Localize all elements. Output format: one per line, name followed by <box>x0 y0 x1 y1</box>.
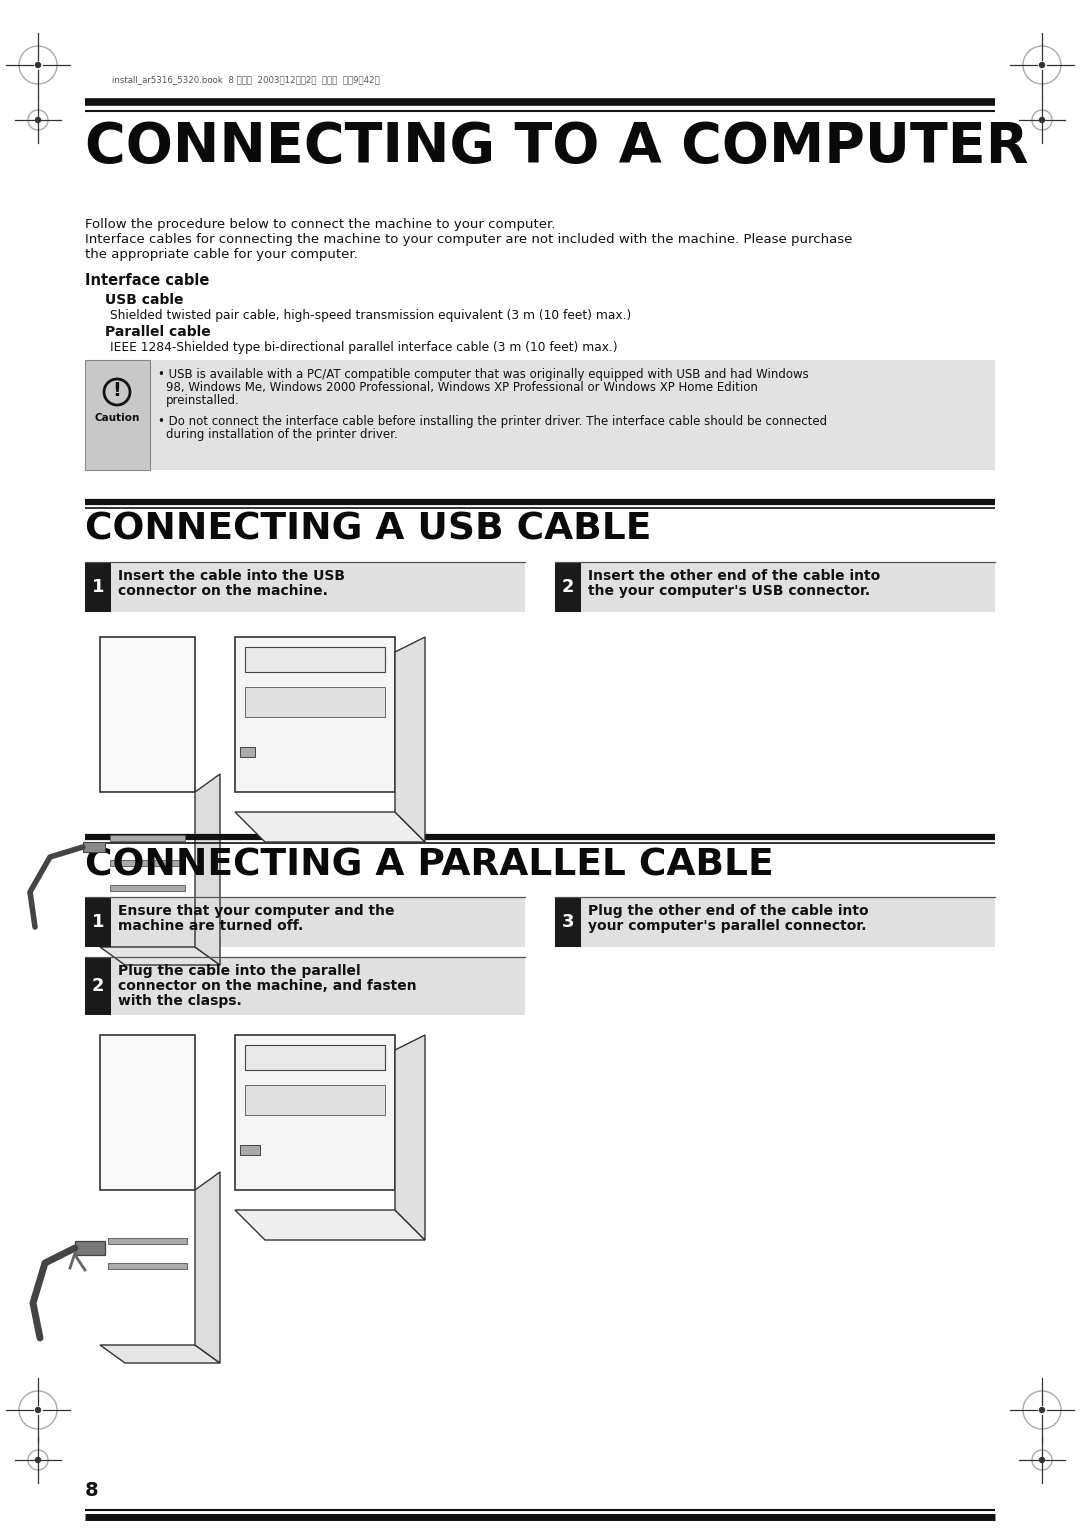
Bar <box>85 957 525 1015</box>
Text: during installation of the printer driver.: during installation of the printer drive… <box>166 428 397 442</box>
Text: Plug the other end of the cable into: Plug the other end of the cable into <box>588 905 868 918</box>
Bar <box>85 957 111 1015</box>
Text: 1: 1 <box>92 578 105 596</box>
Text: your computer's parallel connector.: your computer's parallel connector. <box>588 918 866 934</box>
Bar <box>245 646 384 672</box>
Text: Follow the procedure below to connect the machine to your computer.: Follow the procedure below to connect th… <box>85 219 555 231</box>
Bar <box>108 1238 187 1244</box>
Text: 8: 8 <box>85 1481 98 1499</box>
Bar <box>555 897 581 947</box>
Bar <box>85 361 995 471</box>
Text: connector on the machine, and fasten: connector on the machine, and fasten <box>118 979 417 993</box>
Text: IEEE 1284-Shielded type bi-directional parallel interface cable (3 m (10 feet) m: IEEE 1284-Shielded type bi-directional p… <box>110 341 618 354</box>
Bar <box>85 562 525 613</box>
Bar <box>100 1034 195 1190</box>
Text: Ensure that your computer and the: Ensure that your computer and the <box>118 905 394 918</box>
Bar <box>85 562 111 613</box>
Text: CONNECTING A PARALLEL CABLE: CONNECTING A PARALLEL CABLE <box>85 847 773 883</box>
Text: Interface cables for connecting the machine to your computer are not included wi: Interface cables for connecting the mach… <box>85 232 852 246</box>
Bar <box>100 637 195 792</box>
Text: !: ! <box>112 382 121 400</box>
Circle shape <box>36 118 41 122</box>
Text: 98, Windows Me, Windows 2000 Professional, Windows XP Professional or Windows XP: 98, Windows Me, Windows 2000 Professiona… <box>166 380 758 394</box>
Circle shape <box>1039 1407 1044 1412</box>
Text: • USB is available with a PC/AT compatible computer that was originally equipped: • USB is available with a PC/AT compatib… <box>158 368 809 380</box>
Text: connector on the machine.: connector on the machine. <box>118 584 328 597</box>
Text: USB cable: USB cable <box>105 293 184 307</box>
Bar <box>245 688 384 717</box>
Bar <box>245 1085 384 1115</box>
Bar <box>110 885 185 891</box>
Circle shape <box>36 1407 41 1412</box>
Polygon shape <box>100 947 220 966</box>
Circle shape <box>1039 1458 1044 1462</box>
Polygon shape <box>235 1210 426 1241</box>
Text: CONNECTING TO A COMPUTER: CONNECTING TO A COMPUTER <box>85 121 1028 174</box>
Text: the your computer's USB connector.: the your computer's USB connector. <box>588 584 870 597</box>
Text: Insert the other end of the cable into: Insert the other end of the cable into <box>588 568 880 584</box>
Circle shape <box>36 1458 41 1462</box>
Circle shape <box>1039 63 1044 67</box>
Text: Parallel cable: Parallel cable <box>105 325 211 339</box>
Bar <box>85 361 150 471</box>
Text: CONNECTING A USB CABLE: CONNECTING A USB CABLE <box>85 512 651 549</box>
Text: 3: 3 <box>562 914 575 931</box>
Circle shape <box>1039 118 1044 122</box>
Bar <box>85 897 525 947</box>
Polygon shape <box>100 1345 220 1363</box>
Text: Caution: Caution <box>94 413 139 423</box>
Bar <box>85 897 111 947</box>
Polygon shape <box>195 1172 220 1363</box>
Polygon shape <box>235 811 426 842</box>
Bar <box>83 842 105 853</box>
Bar <box>110 834 185 840</box>
Polygon shape <box>195 775 220 966</box>
Text: install_ar5316_5320.book  8 ページ  2003年12月〦2日  火曜日  午前9時42分: install_ar5316_5320.book 8 ページ 2003年12月〦… <box>112 75 380 84</box>
Polygon shape <box>395 1034 426 1241</box>
Text: Insert the cable into the USB: Insert the cable into the USB <box>118 568 345 584</box>
Bar <box>110 860 185 866</box>
Bar <box>108 1264 187 1268</box>
Circle shape <box>36 63 41 67</box>
Text: • Do not connect the interface cable before installing the printer driver. The i: • Do not connect the interface cable bef… <box>158 416 827 428</box>
Bar <box>555 562 995 613</box>
Bar <box>75 1241 105 1254</box>
Text: Interface cable: Interface cable <box>85 274 210 287</box>
Bar <box>555 562 581 613</box>
Bar <box>245 1045 384 1070</box>
Text: with the clasps.: with the clasps. <box>118 995 242 1008</box>
Text: machine are turned off.: machine are turned off. <box>118 918 303 934</box>
Text: 2: 2 <box>562 578 575 596</box>
Bar <box>235 637 395 792</box>
Text: the appropriate cable for your computer.: the appropriate cable for your computer. <box>85 248 357 261</box>
Bar <box>235 1034 395 1190</box>
Polygon shape <box>395 637 426 842</box>
Bar <box>555 897 995 947</box>
Bar <box>240 747 255 756</box>
Text: 1: 1 <box>92 914 105 931</box>
Bar <box>240 1144 260 1155</box>
Text: Shielded twisted pair cable, high-speed transmission equivalent (3 m (10 feet) m: Shielded twisted pair cable, high-speed … <box>110 309 631 322</box>
Text: preinstalled.: preinstalled. <box>166 394 240 406</box>
Text: 2: 2 <box>92 976 105 995</box>
Text: Plug the cable into the parallel: Plug the cable into the parallel <box>118 964 361 978</box>
